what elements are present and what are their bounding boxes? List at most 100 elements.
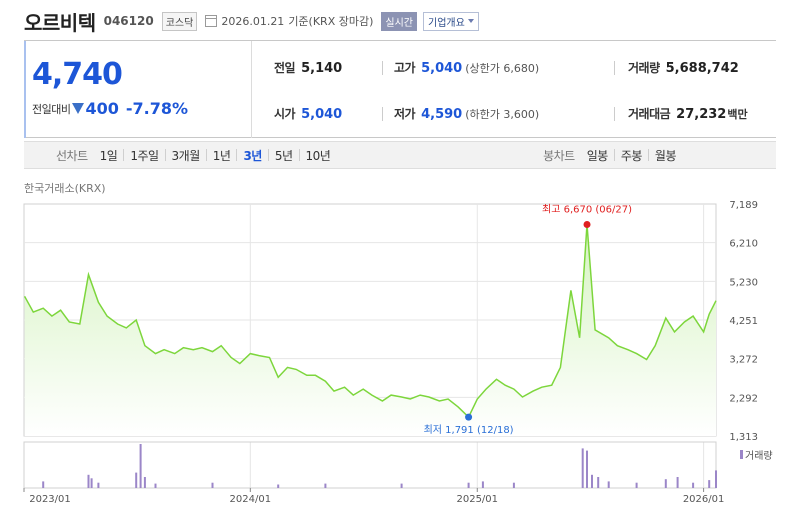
low-value: 4,590 [421, 107, 463, 122]
tab-candle-period-0[interactable]: 일봉 [586, 148, 609, 163]
open-value: 5,040 [301, 107, 343, 122]
volume-bar [42, 481, 45, 488]
x-tick-label: 2025/01 [456, 494, 498, 505]
volume-legend-swatch [740, 450, 743, 459]
annotations: 최고 6,670 (06/27) 최저 1,791 (12/18) [424, 203, 633, 436]
volume-bar [591, 474, 593, 488]
volume-bar [607, 481, 610, 488]
stat-high: 고가 5,040 (상한가 6,680) [394, 59, 539, 76]
stat-prev-close: 전일 5,140 [274, 59, 342, 76]
stat-amount: 거래대금 27,232 백만 [628, 105, 748, 122]
stock-code: 046120 [103, 14, 154, 28]
volume-bar [135, 472, 138, 488]
divider [614, 107, 615, 121]
price-change: 400 [85, 99, 119, 118]
tab-line-period-3[interactable]: 1년 [212, 148, 231, 163]
stock-name: 오르비텍 [24, 10, 96, 35]
volume-legend: 거래량 [740, 450, 773, 462]
market-badge: 코스닥 [161, 11, 198, 31]
tab-line-period-4[interactable]: 3년 [243, 148, 262, 163]
tab-line-period-5[interactable]: 5년 [274, 148, 293, 163]
volume-bar [87, 474, 90, 488]
volume-bar [581, 448, 584, 488]
volume-bar [139, 444, 142, 488]
volume-bar [143, 477, 146, 488]
x-tick-label: 2026/01 [683, 494, 725, 505]
volume-bars [42, 444, 717, 488]
volume-bar [400, 483, 403, 488]
company-overview-label: 기업개요 [428, 17, 465, 29]
chart-source-label: 한국거래소(KRX) [24, 182, 106, 195]
tab-line-period-1[interactable]: 1주일 [130, 148, 159, 163]
y-tick-label: 5,230 [729, 277, 758, 288]
volume-bar [635, 482, 638, 488]
volume-bar [324, 483, 327, 488]
tab-line-period-2[interactable]: 3개월 [171, 148, 201, 163]
volume-bar [90, 478, 93, 488]
y-tick-label: 6,210 [729, 239, 758, 250]
price-chart: 한국거래소(KRX) 최고 6,670 (06/27) 최저 1,791 (12/… [23, 182, 773, 505]
current-price-box: 4,740 전일대비 400 -7.78% [24, 41, 252, 138]
lower-limit: (하한가 3,600) [465, 108, 540, 121]
x-axis-labels: 2023/01 2024/01 2025/01 2026/01 [23, 488, 725, 505]
tab-separator [205, 149, 207, 161]
y-tick-label: 3,272 [729, 355, 758, 366]
realtime-button[interactable]: 실시간 [381, 11, 417, 31]
upper-limit: (상한가 6,680) [465, 62, 540, 75]
calendar-icon [205, 15, 218, 27]
quote-date: 2026.01.21 [221, 14, 285, 28]
volume-plot-frame [23, 441, 717, 489]
volume-bar [211, 482, 214, 488]
amount-label: 거래대금 [628, 107, 671, 121]
stat-open: 시가 5,040 [274, 105, 342, 122]
tab-separator [267, 149, 269, 161]
stat-low: 저가 4,590 (하한가 3,600) [394, 105, 539, 122]
min-point [465, 413, 473, 421]
volume-bar [692, 482, 695, 488]
company-overview-button[interactable]: 기업개요 [423, 11, 479, 31]
volume-bar [154, 483, 157, 488]
volume-bar [715, 470, 717, 488]
tab-separator [298, 149, 300, 161]
volume-bar [512, 482, 515, 488]
amount-value: 27,232 [676, 107, 727, 122]
tab-separator [236, 149, 238, 161]
tab-candle-period-2[interactable]: 월봉 [654, 148, 677, 163]
y-axis-labels: 1,313 2,292 3,272 4,251 5,230 6,210 7,189 [729, 200, 758, 443]
volume-legend-label: 거래량 [745, 450, 773, 462]
tab-separator [647, 149, 649, 161]
y-tick-label: 1,313 [729, 432, 758, 443]
volume-bar [481, 481, 484, 488]
price-area [23, 224, 717, 436]
y-tick-label: 7,189 [729, 200, 758, 211]
change-label: 전일대비 [32, 102, 71, 116]
stat-volume: 거래량 5,688,742 [628, 59, 739, 76]
chevron-down-icon [467, 19, 474, 23]
max-point [583, 220, 591, 228]
volume-bar [676, 477, 679, 488]
tab-line-period-0[interactable]: 1일 [99, 148, 118, 163]
high-value: 5,040 [421, 61, 463, 76]
prev-close-label: 전일 [274, 61, 296, 75]
volume-bar [664, 479, 667, 488]
volume-bar [467, 482, 470, 488]
x-tick-label: 2023/01 [29, 494, 71, 505]
volume-bar [277, 484, 280, 488]
stock-header: 오르비텍 046120 코스닥 2026.01.21 기준(KRX 장마감) 실… [24, 6, 479, 36]
tab-separator [164, 149, 166, 161]
divider [614, 61, 615, 75]
chart-period-bar: 선차트 1일 1주일 3개월 1년 3년 5년 10년 봉차트 일봉 주봉 월봉 [24, 141, 776, 169]
volume-bar [708, 480, 711, 488]
min-label: 최저 1,791 (12/18) [424, 424, 514, 436]
tab-separator [613, 149, 615, 161]
divider [382, 107, 383, 121]
tab-line-period-6[interactable]: 10년 [305, 148, 331, 163]
y-tick-label: 2,292 [729, 393, 758, 404]
volume-bar [586, 450, 588, 488]
price-change-row: 전일대비 400 -7.78% [32, 99, 188, 118]
amount-unit: 백만 [727, 108, 748, 121]
price-panel: 4,740 전일대비 400 -7.78% 전일 5,140 고가 5,040 … [24, 40, 776, 138]
tab-candle-period-1[interactable]: 주봉 [620, 148, 643, 163]
volume-label: 거래량 [628, 61, 660, 75]
price-area-fill [24, 224, 717, 436]
